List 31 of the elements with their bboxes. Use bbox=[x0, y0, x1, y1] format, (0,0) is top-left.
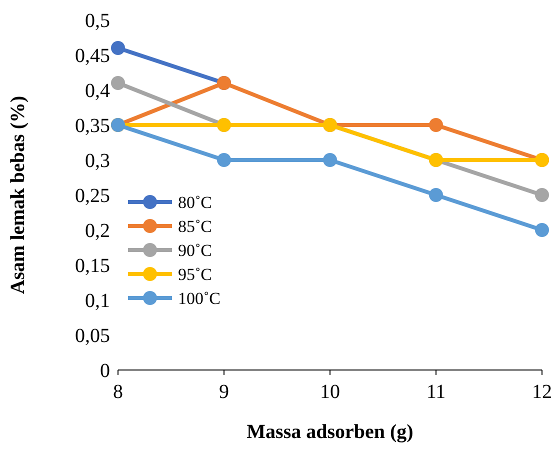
y-tick-label: 0,1 bbox=[85, 290, 110, 312]
x-tick-label: 10 bbox=[320, 381, 340, 403]
y-tick-label: 0,05 bbox=[75, 325, 110, 347]
y-tick-label: 0 bbox=[100, 360, 110, 382]
x-tick-label: 8 bbox=[113, 381, 123, 403]
point bbox=[323, 153, 337, 167]
y-axis-title: Asam lemak bebas (%) bbox=[7, 96, 29, 294]
x-axis-title: Massa adsorben (g) bbox=[246, 421, 414, 443]
legend-label: 100˚C bbox=[178, 288, 220, 308]
y-tick-label: 0,2 bbox=[85, 220, 110, 242]
x-tick-label: 9 bbox=[219, 381, 229, 403]
y-tick-label: 0,3 bbox=[85, 150, 110, 172]
legend-label: 80˚C bbox=[178, 192, 212, 212]
x-tick-label: 12 bbox=[532, 381, 552, 403]
point bbox=[217, 153, 231, 167]
point bbox=[429, 188, 443, 202]
legend-label: 85˚C bbox=[178, 216, 212, 236]
point bbox=[111, 41, 125, 55]
y-tick-label: 0,5 bbox=[85, 10, 110, 32]
x-tick-label: 11 bbox=[426, 381, 446, 403]
point bbox=[111, 76, 125, 90]
y-tick-label: 0,15 bbox=[75, 255, 110, 277]
y-tick-label: 0,4 bbox=[85, 80, 110, 102]
point bbox=[535, 223, 549, 237]
point bbox=[535, 188, 549, 202]
y-tick-label: 0,25 bbox=[75, 185, 110, 207]
y-tick-label: 0,35 bbox=[75, 115, 110, 137]
legend-label: 90˚C bbox=[178, 240, 212, 260]
y-tick-label: 0,45 bbox=[75, 45, 110, 67]
point bbox=[429, 118, 443, 132]
legend-label: 95˚C bbox=[178, 264, 212, 284]
